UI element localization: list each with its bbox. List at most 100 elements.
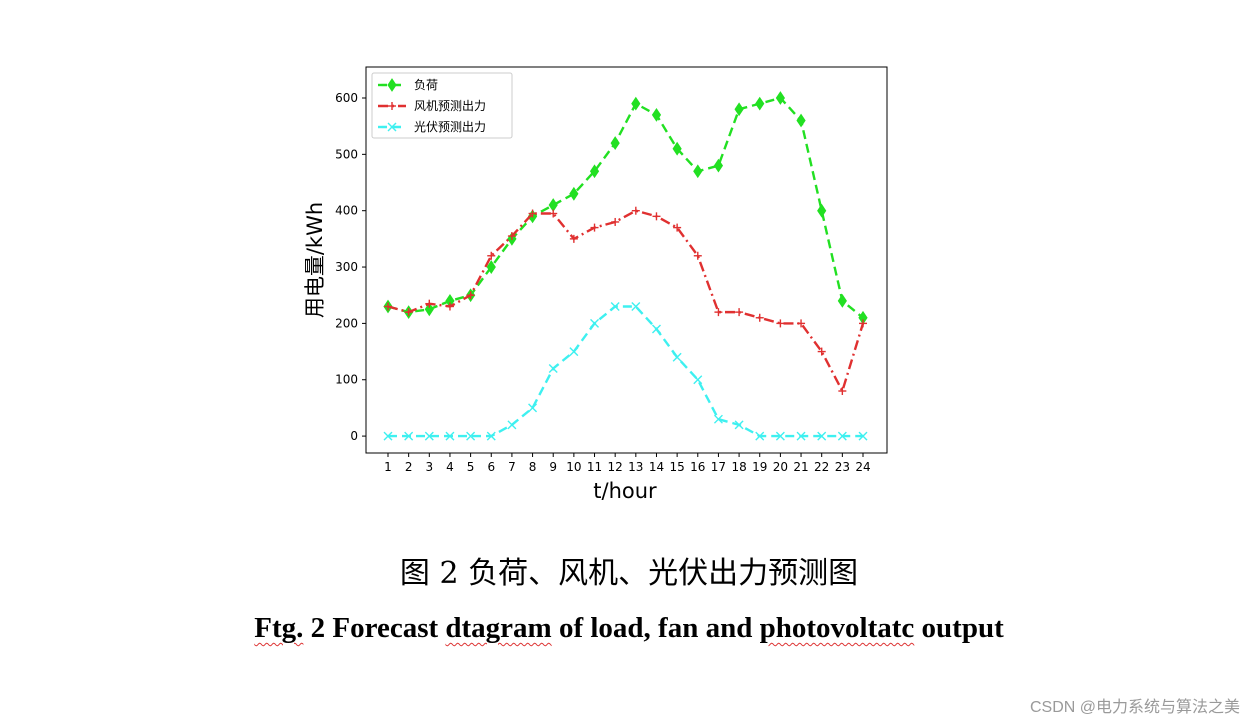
- y-tick-label: 0: [350, 429, 358, 443]
- x-tick-label: 18: [731, 460, 746, 474]
- marker-stroke: [383, 431, 393, 441]
- caption-part-2: 2 Forecast: [303, 612, 446, 644]
- legend-label: 负荷: [414, 78, 438, 92]
- x-tick-label: 5: [467, 460, 475, 474]
- plot-frame: [365, 66, 888, 454]
- marker-stroke: [631, 301, 641, 311]
- data-point: [383, 431, 393, 441]
- marker-stroke: [672, 352, 682, 362]
- data-point: [817, 203, 827, 218]
- data-point: [590, 318, 600, 328]
- x-tick-label: 14: [649, 460, 664, 474]
- data-point: [837, 293, 847, 308]
- data-point: [507, 420, 517, 430]
- data-point: [384, 302, 392, 311]
- data-point: [445, 431, 455, 441]
- x-tick-label: 21: [793, 460, 808, 474]
- marker-stroke: [837, 431, 847, 441]
- caption-part-1: Ftg.: [254, 612, 304, 644]
- figure-caption-chinese: 图 2 负荷、风机、光伏出力预测图: [399, 556, 859, 591]
- marker-stroke: [569, 347, 579, 357]
- data-point: [652, 212, 661, 221]
- marker-stroke: [590, 318, 600, 328]
- data-point: [796, 113, 806, 128]
- data-point: [631, 206, 640, 215]
- legend-marker: [387, 122, 397, 132]
- y-tick-label: 200: [335, 316, 358, 330]
- y-axis-label: 用电量/kWh: [303, 202, 327, 318]
- y-tick-label: 300: [335, 260, 358, 274]
- data-point: [837, 431, 847, 441]
- data-point: [424, 431, 434, 441]
- marker-stroke: [755, 431, 765, 441]
- marker-stroke: [651, 324, 661, 334]
- x-tick-label: 6: [487, 460, 495, 474]
- data-point: [569, 186, 579, 201]
- data-point: [548, 363, 558, 373]
- data-point: [797, 319, 806, 328]
- data-point: [486, 260, 496, 274]
- data-point: [673, 223, 682, 232]
- x-tick-label: 3: [425, 460, 433, 474]
- data-point: [589, 164, 600, 179]
- data-point: [424, 302, 434, 317]
- data-point: [569, 234, 578, 243]
- data-point: [425, 299, 434, 308]
- series-3: [383, 301, 868, 441]
- data-point: [693, 251, 702, 260]
- marker-stroke: [528, 403, 538, 413]
- data-point: [734, 102, 744, 117]
- marker-stroke: [424, 431, 434, 441]
- data-point: [838, 387, 847, 396]
- y-tick-label: 400: [335, 204, 358, 218]
- x-tick-label: 16: [690, 460, 705, 474]
- x-tick-label: 12: [608, 460, 623, 474]
- data-point: [590, 223, 599, 232]
- data-point: [713, 158, 724, 173]
- x-tick-label: 11: [587, 460, 602, 474]
- series-line: [387, 209, 865, 395]
- data-point: [775, 431, 785, 441]
- data-point: [693, 375, 703, 385]
- series-line: [387, 96, 864, 319]
- data-point: [693, 164, 703, 179]
- marker-stroke: [693, 375, 703, 385]
- caption-part-4: of load, fan and: [551, 612, 760, 644]
- data-point: [714, 308, 723, 317]
- marker-stroke: [775, 431, 785, 441]
- data-point: [466, 291, 475, 300]
- marker-stroke: [817, 431, 827, 441]
- data-point: [755, 431, 765, 441]
- data-point: [735, 308, 744, 317]
- data-point: [859, 319, 867, 328]
- figure-caption-english: Ftg. 2 Forecast dtagram of load, fan and…: [0, 612, 1258, 645]
- data-point: [610, 136, 620, 150]
- data-point: [817, 347, 826, 356]
- marker-stroke: [486, 431, 496, 441]
- x-tick-label: 17: [711, 460, 726, 474]
- data-point: [445, 302, 454, 311]
- legend-label: 风机预测出力: [414, 99, 486, 113]
- x-tick-label: 2: [405, 460, 413, 474]
- x-tick-label: 22: [814, 460, 829, 474]
- data-point: [672, 352, 682, 362]
- y-tick-label: 100: [335, 373, 358, 387]
- data-point: [672, 141, 682, 156]
- marker-stroke: [466, 431, 476, 441]
- legend-entry-3: 光伏预测出力: [378, 120, 486, 134]
- x-tick-label: 23: [835, 460, 850, 474]
- data-point: [528, 403, 538, 413]
- data-point: [755, 96, 765, 111]
- x-tick-label: 4: [446, 460, 454, 474]
- x-axis: 1 2 3 4 5 6 7 8 9 10 11 12 13 14 15 16 17 18 19 20 21 22 23 24: [384, 453, 871, 474]
- data-point: [507, 232, 516, 241]
- marker-stroke: [796, 431, 806, 441]
- caption-part-5: photovoltatc: [759, 612, 915, 644]
- x-axis-label: t/hour: [593, 479, 657, 503]
- y-tick-label: 500: [335, 147, 358, 161]
- data-point: [713, 414, 723, 424]
- data-point: [755, 313, 764, 322]
- data-point: [631, 301, 641, 311]
- series-2: [384, 206, 867, 396]
- data-point: [611, 217, 620, 226]
